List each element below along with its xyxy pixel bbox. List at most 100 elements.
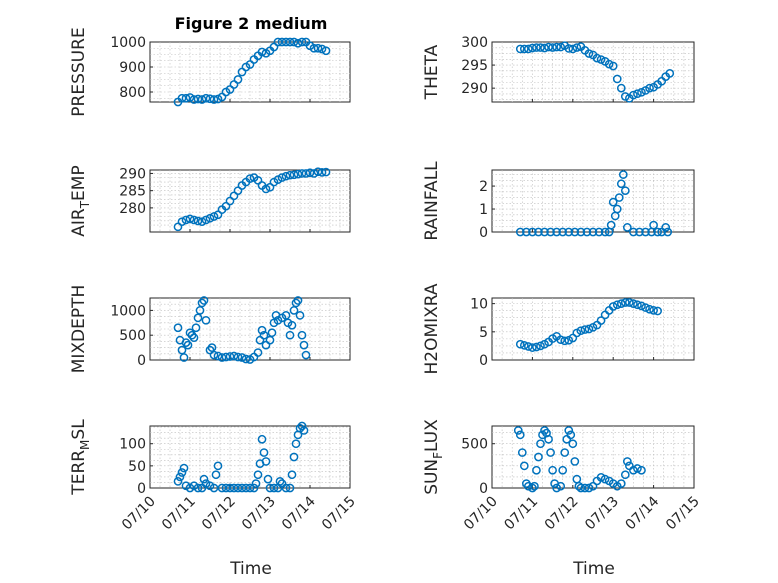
data-point (291, 298, 301, 308)
data-point (259, 448, 269, 457)
data-point (528, 43, 537, 53)
data-point (532, 43, 541, 52)
data-point (612, 74, 622, 84)
data-point (566, 430, 576, 440)
data-point (237, 483, 247, 493)
data-point (608, 61, 618, 71)
data-point (548, 465, 557, 475)
data-point (211, 470, 221, 480)
data-point (177, 217, 187, 227)
data-point (199, 296, 209, 305)
data-point (560, 336, 570, 346)
data-point (197, 217, 207, 227)
data-point (189, 95, 199, 104)
data-point (253, 470, 263, 480)
data-point (558, 227, 568, 237)
data-point (209, 212, 219, 221)
y-axis-label: TERRMSL (69, 419, 92, 496)
data-point (637, 87, 646, 97)
data-point (629, 90, 638, 100)
data-point (181, 338, 191, 347)
y-tick-label: 0 (137, 481, 146, 497)
data-point (321, 46, 331, 56)
data-point (546, 227, 555, 237)
x-tick-label: 07/15 (319, 494, 359, 534)
data-point (233, 352, 243, 362)
data-point (197, 95, 207, 104)
data-point (600, 227, 610, 237)
data-point (594, 227, 604, 237)
y-tick-label: 500 (461, 437, 488, 453)
data-point (309, 43, 319, 53)
data-point (289, 452, 299, 462)
data-point (257, 434, 267, 444)
data-point (285, 330, 295, 340)
data-point (183, 340, 193, 350)
data-point (540, 227, 549, 237)
data-point (297, 330, 307, 340)
data-point (528, 343, 537, 352)
data-point (517, 448, 527, 457)
data-point (641, 227, 650, 237)
data-point (269, 483, 279, 493)
data-point (540, 43, 549, 53)
subplot-8: 0 500 SUNFLUX 07/10 07/11 07/12 07/13 07/14 07/1… (422, 419, 703, 534)
x-tick-label: 07/10 (461, 494, 501, 534)
data-point (608, 302, 618, 311)
data-point (538, 430, 547, 440)
data-point (179, 353, 189, 362)
data-point (645, 304, 654, 314)
data-point (291, 439, 301, 449)
data-point (588, 481, 598, 491)
data-point (193, 483, 203, 493)
data-point (515, 339, 525, 349)
data-point (622, 457, 632, 466)
data-point (189, 215, 199, 225)
y-axis-label: H2OMIXRA (422, 283, 442, 374)
y-tick-label: 100 (119, 437, 146, 453)
data-point (259, 330, 269, 340)
data-point (277, 37, 287, 47)
data-point (519, 44, 529, 54)
data-point (635, 227, 644, 237)
data-point (229, 351, 239, 361)
y-tick-label: 500 (119, 328, 146, 344)
data-point (293, 169, 303, 179)
data-point (584, 324, 594, 334)
y-tick-label: 295 (461, 58, 488, 74)
data-point (665, 69, 675, 78)
data-point (181, 215, 191, 225)
data-point (576, 326, 586, 336)
subplot-7: 0 50 100 TERRMSL 07/10 07/11 07/12 07/13 07/14 07… (69, 419, 359, 534)
data-point (201, 93, 211, 103)
data-point (173, 323, 183, 333)
data-point (289, 37, 299, 47)
data-point (572, 43, 582, 52)
subplot-2: 290 295 300 THETA (422, 35, 695, 103)
data-point (317, 44, 327, 54)
data-point (544, 434, 553, 444)
data-point (201, 215, 211, 225)
y-tick-label: 5 (479, 325, 488, 341)
data-point (637, 465, 646, 475)
data-point (564, 227, 574, 237)
y-tick-label: 0 (479, 353, 488, 369)
x-tick-label: 07/12 (199, 494, 239, 534)
data-point (281, 171, 291, 181)
data-point (515, 430, 525, 440)
data-point (604, 59, 614, 69)
data-point (187, 330, 197, 340)
data-point (614, 193, 624, 202)
y-axis-label: RAINFALL (422, 161, 442, 241)
data-point (519, 461, 529, 471)
data-point (524, 342, 533, 351)
data-point (576, 227, 586, 237)
data-point (261, 184, 271, 194)
y-tick-label: 290 (461, 81, 488, 97)
data-point (556, 335, 566, 345)
data-point (201, 315, 211, 325)
data-point (281, 37, 291, 47)
data-point (580, 483, 590, 493)
